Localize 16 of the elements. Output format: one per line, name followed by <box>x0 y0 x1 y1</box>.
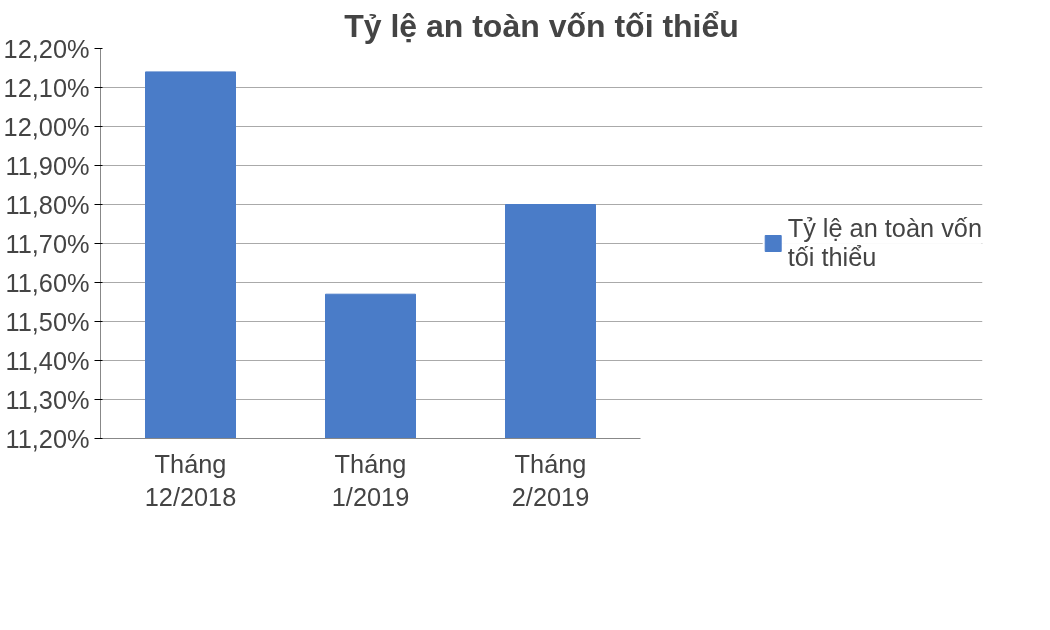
y-tick-label: 11,80% <box>5 190 90 219</box>
y-tick-label: 12,10% <box>3 73 90 102</box>
chart-title: Tỷ lệ an toàn vốn tối thiểu <box>344 7 739 44</box>
y-tick-label: 11,70% <box>5 229 90 258</box>
x-tick-label: Tháng 1/2019 <box>331 449 410 512</box>
y-tick-label: 11,90% <box>5 151 90 180</box>
y-tick-label: 11,60% <box>5 268 90 297</box>
x-tick-label: Tháng 2/2019 <box>511 449 590 512</box>
x-tick-label: Tháng 12/2018 <box>144 449 237 512</box>
y-tick-label: 11,50% <box>5 307 90 336</box>
legend-label: Tỷ lệ an toàn vốn tối thiểu <box>787 214 982 272</box>
y-tick-label: 12,00% <box>3 112 90 141</box>
y-tick-label: 11,40% <box>5 346 90 375</box>
y-tick-label: 11,30% <box>5 385 90 414</box>
y-tick-label: 11,20% <box>5 424 90 453</box>
y-tick-label: 12,20% <box>3 34 90 63</box>
